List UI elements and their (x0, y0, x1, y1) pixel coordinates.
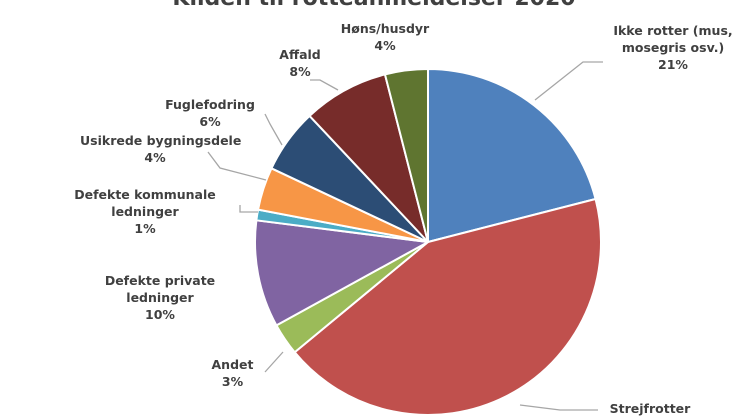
data-label-line: Usikrede bygningsdele (80, 133, 242, 148)
leader-line-6 (264, 113, 283, 146)
leader-line-7 (310, 79, 339, 91)
data-label-line: 6% (199, 114, 221, 129)
data-label-line: Fuglefodring (165, 97, 255, 112)
pie-slice-3 (254, 219, 432, 327)
data-label-5: Usikrede bygningsdele 4% (80, 132, 242, 166)
data-label-4: Defekte kommunale ledninger 1% (60, 186, 230, 237)
data-label-line: Ikke rotter (mus, (613, 23, 733, 38)
data-label-6: Fuglefodring 6% (150, 96, 270, 130)
data-label-line: 21% (658, 57, 688, 72)
data-label-line: 1% (134, 221, 156, 236)
leader-line-5 (207, 151, 267, 181)
leader-line-1 (519, 404, 598, 411)
data-label-line: 3% (221, 374, 244, 389)
data-label-8: Høns/husdyr 4% (340, 20, 430, 54)
leader-line-2 (264, 351, 284, 373)
data-label-2: Andet 3% (205, 356, 260, 390)
data-label-3: Defekte private ledninger 10% (100, 272, 220, 323)
data-label-line: ledninger (111, 204, 179, 219)
data-label-line: Affald (279, 47, 321, 62)
data-label-line: Defekte kommunale (74, 187, 216, 202)
data-label-0: Ikke rotter (mus, mosegris osv.) 21% (598, 22, 748, 73)
leader-line-4 (239, 205, 258, 213)
data-label-line: 8% (289, 64, 311, 79)
chart-title: Kilden til rotteanmeldelser 2020 (0, 0, 748, 11)
data-label-line: Defekte private (104, 273, 216, 288)
data-label-line: Strejfrotter (609, 401, 691, 416)
pie-slice-0 (427, 67, 597, 244)
data-label-line: 4% (144, 150, 166, 165)
data-label-line: mosegris osv.) (621, 40, 725, 55)
pie-slice-8 (383, 67, 429, 243)
data-label-line: Andet (211, 357, 254, 372)
leader-line-0 (534, 61, 603, 101)
data-label-7: Affald 8% (270, 46, 330, 80)
data-label-1: Strejfrotter (590, 400, 710, 417)
data-label-line: Høns/husdyr (340, 21, 430, 36)
data-label-line: 4% (374, 38, 396, 53)
pie-slice-1 (293, 197, 602, 416)
data-label-line: 10% (145, 307, 175, 322)
data-label-line: ledninger (126, 290, 194, 305)
